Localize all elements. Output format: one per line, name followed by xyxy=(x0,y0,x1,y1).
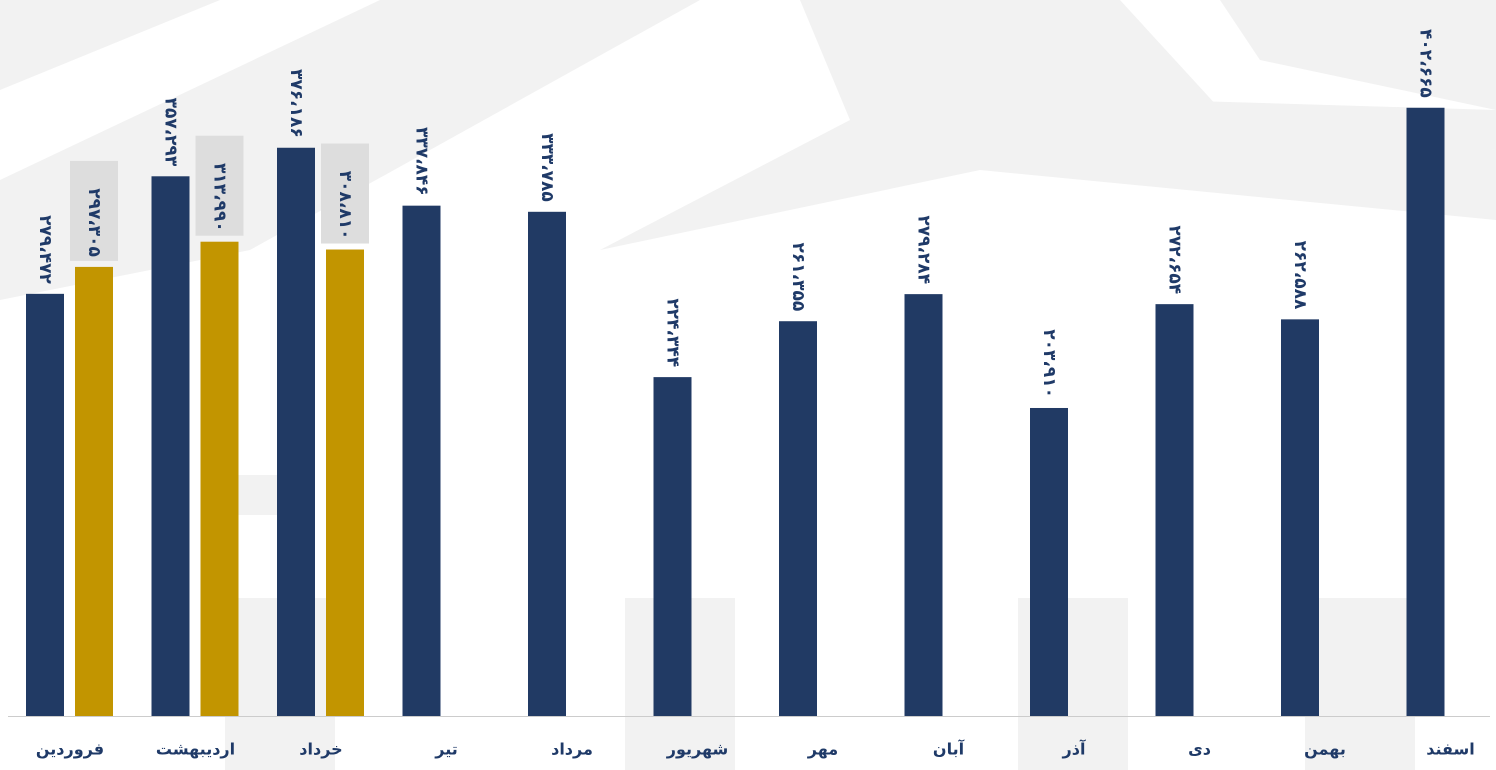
value-label: ۳۳۳،۷۸۵ xyxy=(537,133,557,202)
x-tick-label: تیر xyxy=(434,740,458,759)
x-tick-label: اردیبهشت xyxy=(156,740,235,759)
x-tick-label: خرداد xyxy=(299,740,342,759)
bar xyxy=(1406,107,1445,716)
bar xyxy=(26,293,64,716)
value-label: ۲۷۲،۶۵۴ xyxy=(1165,225,1185,294)
value-label: ۲۷۹،۴۷۲ xyxy=(35,215,55,284)
value-label: ۲۹۷،۳۰۵ xyxy=(84,188,104,257)
value-label: ۳۷۶،۱۸۶ xyxy=(286,69,306,138)
x-tick-label: شهریور xyxy=(666,740,729,759)
value-label: ۲۷۹،۲۸۴ xyxy=(914,215,934,284)
x-tick-label: اسفند xyxy=(1426,740,1475,759)
value-label: ۳۰۸،۸۱۰ xyxy=(335,171,355,240)
bar xyxy=(200,241,239,716)
bar xyxy=(326,249,364,716)
value-label: ۲۶۱،۳۵۵ xyxy=(788,242,808,311)
value-label: ۳۵۷،۲۹۳ xyxy=(161,98,181,167)
value-label: ۲۶۲،۵۸۸ xyxy=(1290,241,1310,310)
x-tick-label: فروردین xyxy=(36,740,104,759)
value-label: ۳۱۳،۹۹۰ xyxy=(210,163,230,232)
bar xyxy=(277,147,315,716)
value-label: ۲۰۳،۹۱۰ xyxy=(1039,329,1059,398)
label-box xyxy=(321,143,369,244)
bar xyxy=(528,211,566,716)
x-tick-label: بهمن xyxy=(1304,740,1346,759)
bar xyxy=(151,176,190,717)
x-tick-label: مرداد xyxy=(551,740,593,759)
x-tick-label: آبان xyxy=(933,739,965,759)
x-tick-label: مهر xyxy=(807,740,838,759)
label-box xyxy=(195,135,244,236)
x-tick-label: آذر xyxy=(1062,739,1086,759)
bar xyxy=(1281,319,1319,716)
bar xyxy=(75,266,113,716)
value-label: ۴۰۲،۶۶۵ xyxy=(1416,29,1436,98)
value-label: ۲۲۴،۳۴۴ xyxy=(663,298,683,367)
value-label: ۳۳۷،۸۴۶ xyxy=(412,127,432,196)
label-box xyxy=(70,160,118,261)
bar xyxy=(1030,407,1068,716)
bar xyxy=(779,321,817,716)
bar xyxy=(904,294,943,716)
x-tick-label: دی xyxy=(1188,740,1211,759)
bar xyxy=(402,205,441,716)
bar xyxy=(1155,304,1194,716)
bar xyxy=(653,377,692,716)
